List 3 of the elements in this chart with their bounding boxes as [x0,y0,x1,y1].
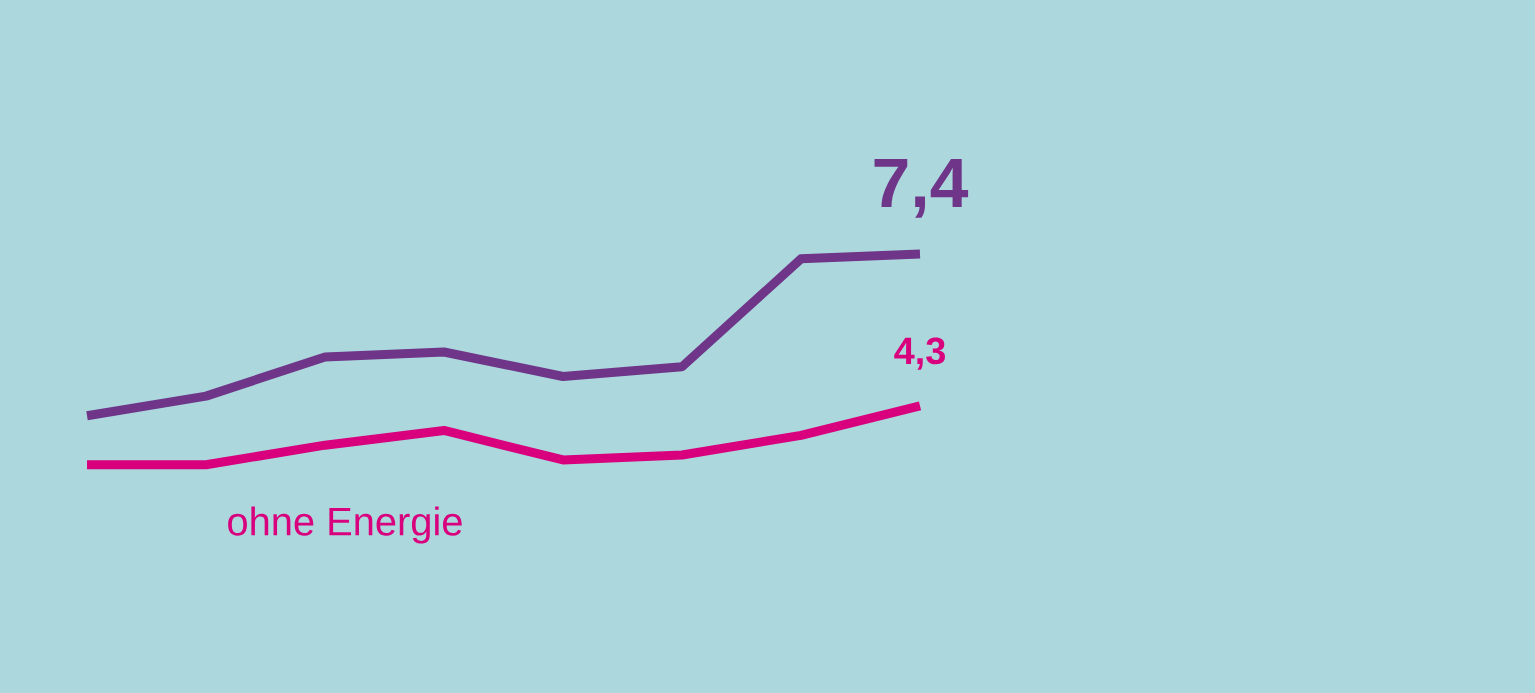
data-label: 4,3 [894,337,945,370]
data-label: 7,4 [874,158,969,218]
series-label: ohne Energie [228,506,462,544]
